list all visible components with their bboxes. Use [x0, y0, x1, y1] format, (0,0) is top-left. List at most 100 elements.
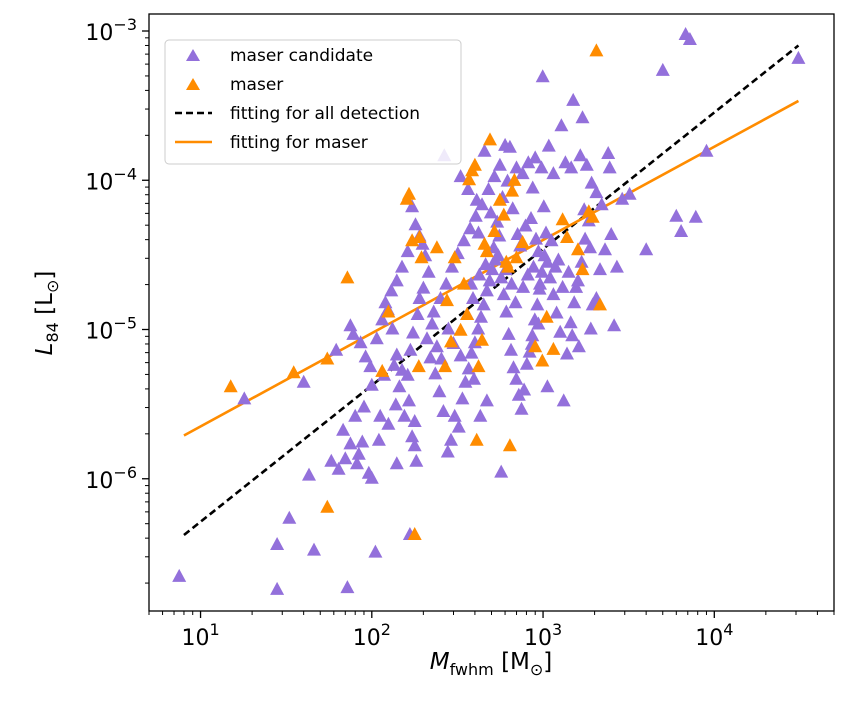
maser-candidate-point [508, 295, 523, 309]
maser-point [320, 499, 335, 513]
maser-candidate-point [584, 175, 599, 189]
maser-candidate-point [456, 233, 471, 247]
maser-candidate-point [400, 244, 415, 258]
maser-candidate-point [526, 259, 541, 273]
y-axis-label-unit-close: ] [32, 271, 58, 280]
maser-candidate-point [521, 155, 536, 169]
maser-point [571, 242, 585, 256]
maser-point [509, 250, 524, 264]
maser-candidate-point [403, 342, 418, 356]
y-axis-ticks: 10−6 10−5 10−4 10−3 [85, 15, 149, 584]
maser-candidate-point [501, 326, 516, 340]
x-axis-label-unit: [M [501, 649, 530, 675]
maser-point [320, 351, 335, 365]
maser-candidate-point [302, 467, 316, 481]
legend-marker-maser [186, 78, 200, 90]
maser-candidate-point [533, 276, 547, 290]
maser-candidate-point [583, 240, 597, 254]
maser-candidate-point [436, 404, 451, 417]
maser-candidate-point [531, 244, 546, 258]
maser-candidate-point [499, 304, 514, 318]
y-axis-label-sub: 84 [43, 322, 62, 342]
maser-candidate-point [536, 199, 551, 213]
maser-candidate-point [410, 307, 425, 320]
maser-candidate-point [444, 432, 458, 446]
maser-candidate-point [282, 510, 297, 524]
maser-candidate-point [415, 236, 430, 250]
maser-point [539, 309, 554, 323]
maser-candidate-point [496, 287, 511, 301]
maser-candidate-point [516, 279, 531, 293]
maser-candidate-point [440, 444, 455, 458]
maser-candidate-point [307, 542, 321, 556]
y-axis-label: L84 [L⊙] [32, 271, 62, 356]
maser-point [528, 339, 543, 353]
maser-point [479, 244, 494, 258]
maser-candidate-point [510, 227, 525, 240]
maser-candidate-point [699, 143, 714, 157]
maser-candidate-point [363, 359, 378, 373]
maser-candidate-point [517, 382, 532, 396]
maser-candidate-point [573, 148, 588, 162]
maser-candidate-point [604, 227, 619, 240]
maser-candidate-point [389, 456, 404, 470]
maser-candidate-point [485, 262, 500, 276]
maser-candidate-point [416, 280, 431, 294]
maser-point [483, 132, 497, 146]
maser-points [223, 43, 607, 540]
maser-candidate-point [607, 318, 622, 332]
maser-candidate-point [553, 324, 568, 338]
maser-candidate-point [479, 393, 494, 407]
maser-candidate-point [389, 347, 404, 361]
maser-point [471, 359, 486, 373]
maser-candidate-point [408, 217, 423, 231]
maser-candidate-point [544, 233, 559, 247]
maser-candidate-point [389, 273, 404, 287]
maser-candidate-point [555, 279, 570, 293]
maser-candidate-point [467, 371, 481, 385]
maser-point [405, 233, 420, 247]
maser-candidate-point [343, 436, 358, 450]
maser-candidate-point [594, 197, 609, 211]
x-axis-label-unit-close: ] [543, 649, 552, 675]
maser-candidate-point [669, 208, 684, 222]
maser-point [456, 276, 471, 290]
maser-candidate-point [574, 254, 589, 268]
maser-point [340, 270, 355, 284]
maser-candidate-point [598, 242, 612, 256]
maser-point [546, 341, 561, 355]
maser-candidate-point [381, 416, 396, 430]
maser-candidate-point [525, 180, 540, 194]
legend-label-maser: maser [230, 75, 283, 95]
maser-candidate-point [477, 143, 492, 157]
maser-candidate-point [392, 379, 407, 393]
maser-candidate-point [490, 214, 505, 228]
maser-candidate-point [455, 391, 470, 405]
y-tick-label: 10−5 [85, 314, 137, 345]
maser-point [487, 224, 502, 237]
maser-candidate-point [409, 453, 424, 467]
maser-point [515, 235, 530, 248]
maser-candidate-point [364, 377, 379, 391]
maser-point [501, 259, 516, 273]
maser-candidate-points [172, 27, 806, 595]
maser-candidate-point [237, 391, 252, 405]
maser-candidate-point [602, 160, 617, 174]
maser-candidate-point [589, 185, 604, 199]
maser-candidate-point [482, 273, 497, 287]
x-axis-label-space [494, 649, 501, 675]
maser-candidate-point [296, 374, 311, 388]
maser-candidate-point [478, 257, 493, 271]
x-tick-label: 103 [524, 620, 562, 651]
maser-candidate-point [329, 342, 344, 356]
maser-candidate-point [338, 451, 353, 465]
maser-point [447, 250, 462, 264]
maser-candidate-point [364, 470, 379, 484]
maser-candidate-point [525, 328, 540, 342]
maser-candidate-point [406, 325, 420, 339]
x-tick-label: 102 [353, 620, 391, 651]
maser-point [411, 359, 426, 373]
maser-candidate-point [622, 186, 637, 200]
maser-candidate-point [371, 432, 386, 446]
maser-point [414, 250, 429, 264]
